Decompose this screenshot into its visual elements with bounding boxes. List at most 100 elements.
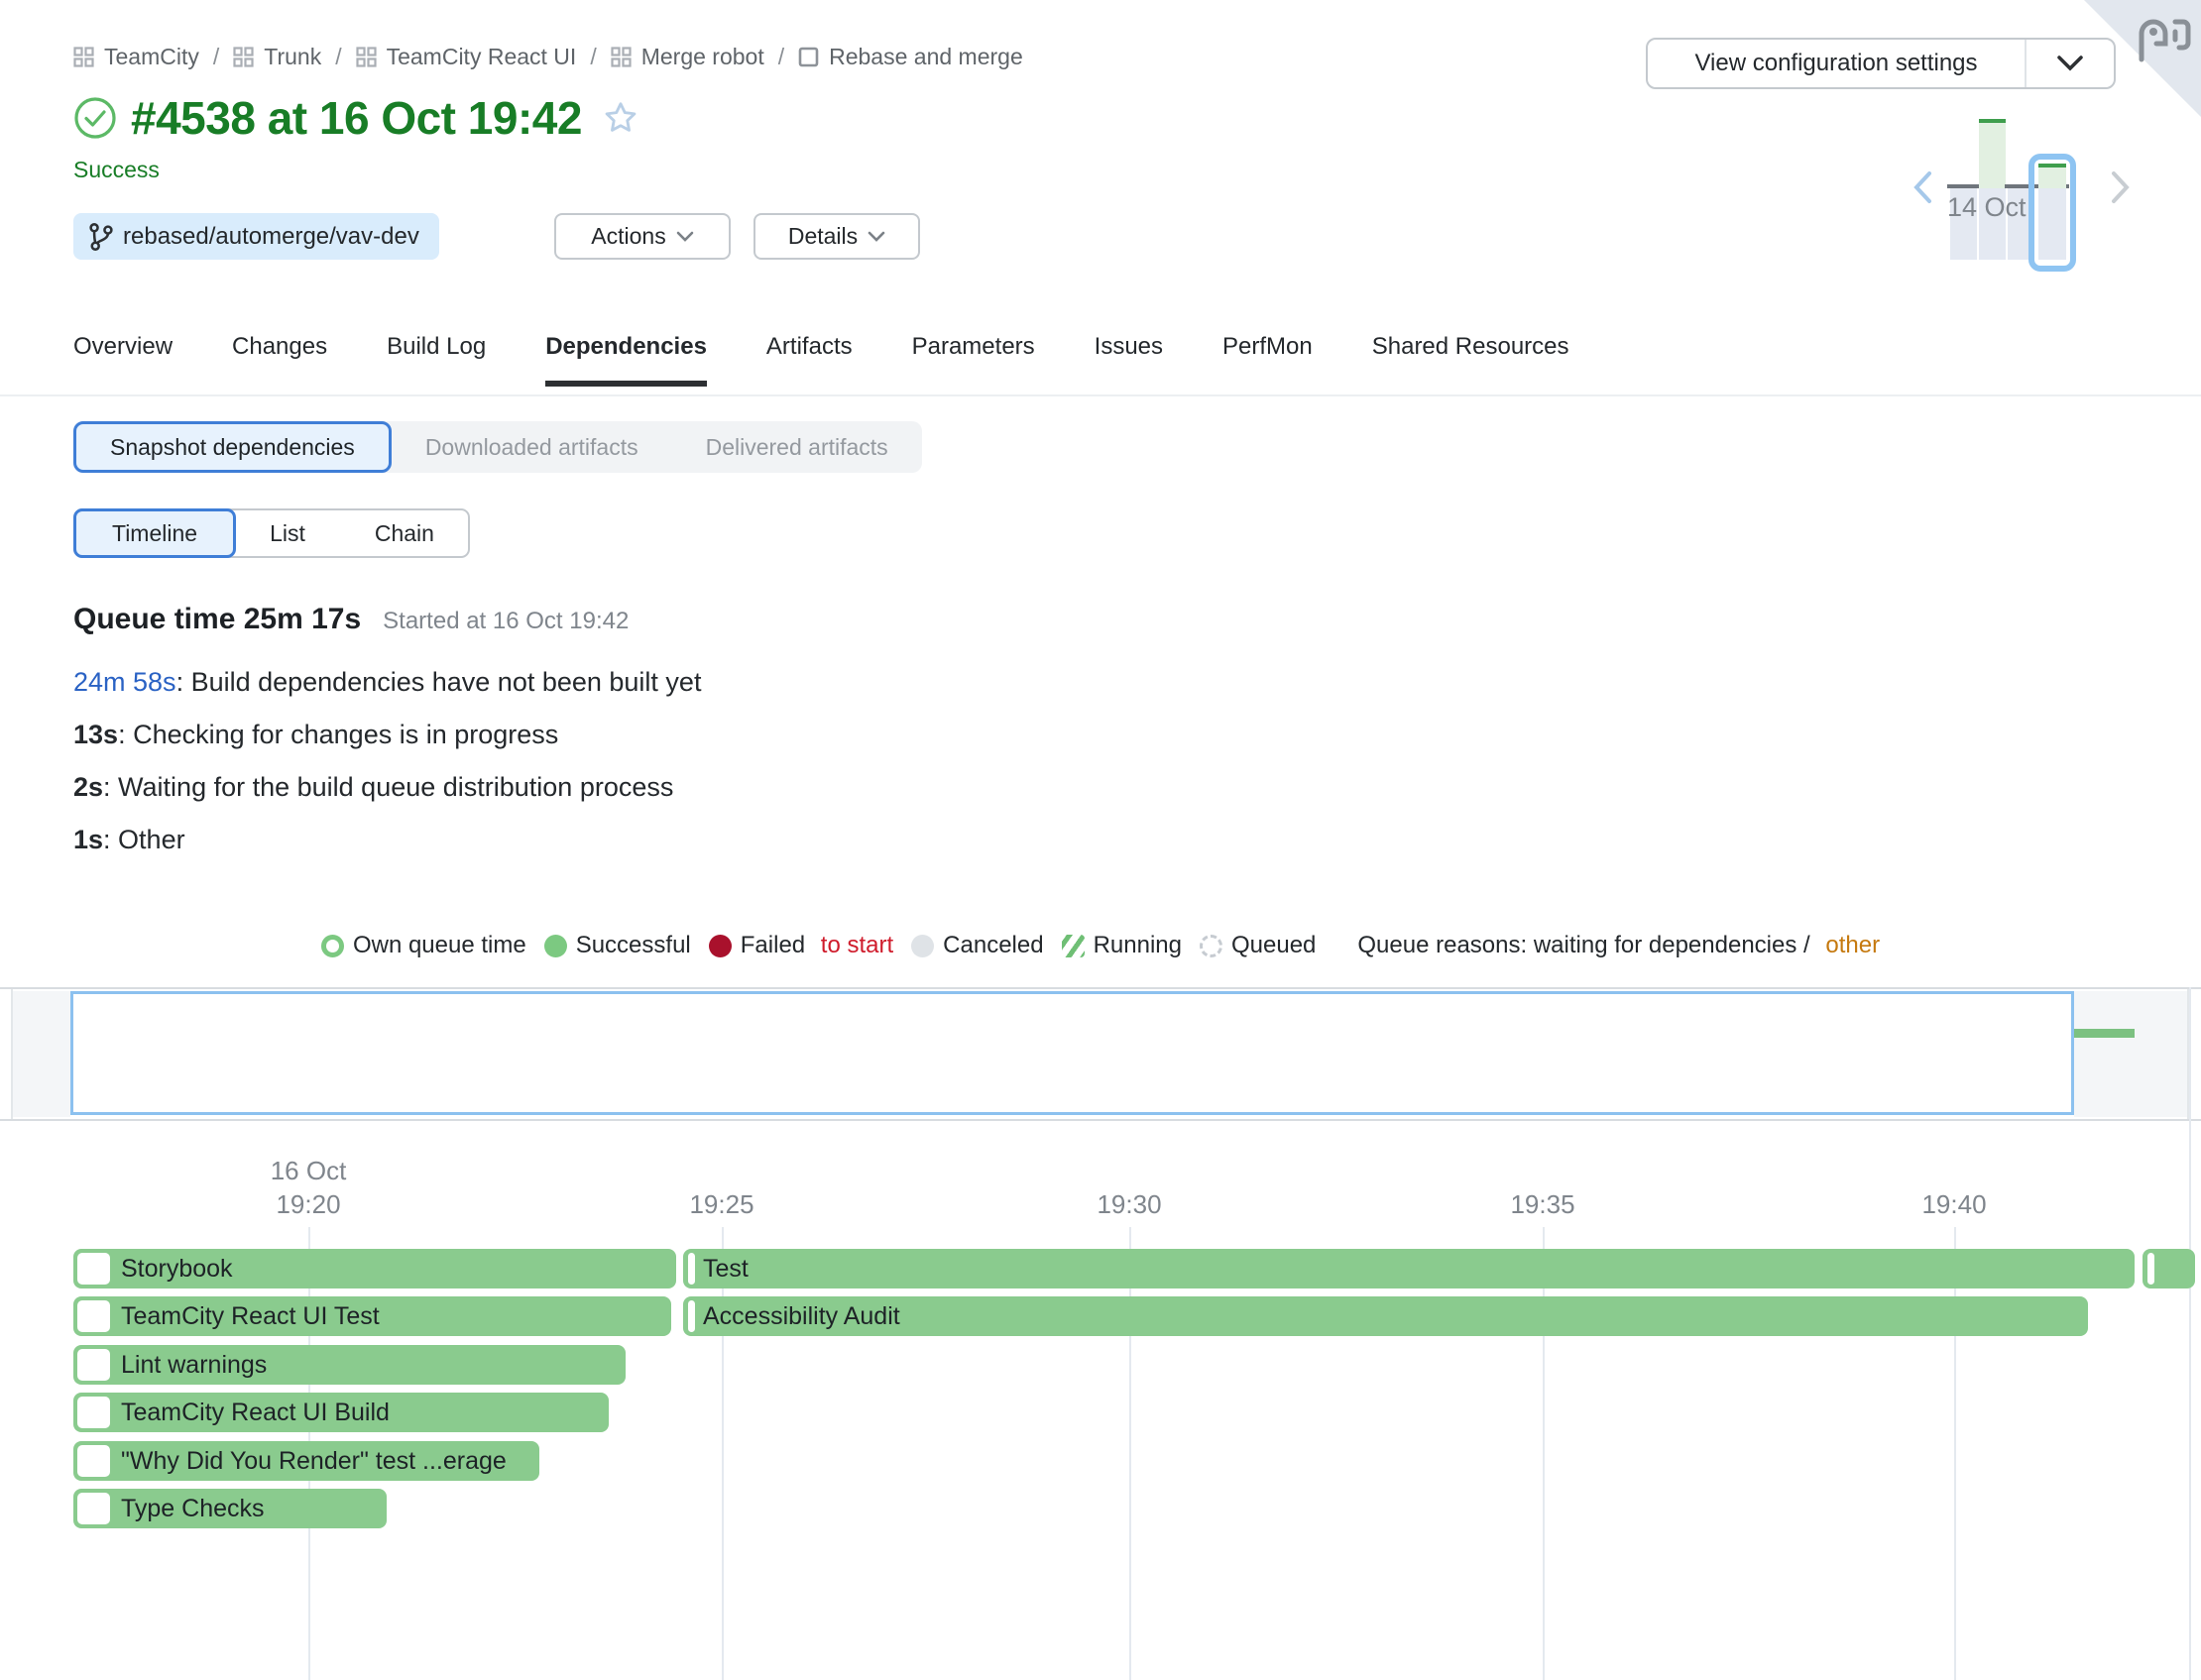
timeline-bar-label: Accessibility Audit [703, 1302, 900, 1330]
tab-issues[interactable]: Issues [1094, 333, 1164, 360]
timeline-bar-storybook[interactable]: Storybook [73, 1249, 676, 1288]
green-marker-icon [543, 934, 567, 957]
overview-outside-right [2074, 991, 2187, 1117]
own-queue-time-handle [77, 1493, 110, 1524]
overview-outside-left [13, 991, 70, 1117]
chevron-down-icon [676, 231, 694, 242]
axis-time-label: 19:35 [1510, 1189, 1575, 1219]
breadcrumb-separator: / [590, 44, 597, 69]
queue-time-heading: Queue time 25m 17s Started at 16 Oct 19:… [73, 603, 629, 636]
chevron-down-icon [868, 231, 885, 242]
queue-reason-text: : Waiting for the build queue distributi… [103, 772, 674, 802]
details-label: Details [787, 223, 859, 249]
queue-started-at: Started at 16 Oct 19:42 [383, 608, 630, 634]
timeline-bar--why-did-you-render-test-erage[interactable]: "Why Did You Render" test ...erage [73, 1441, 539, 1481]
star-favorite-icon[interactable] [602, 99, 639, 137]
view-mode-timeline[interactable]: Timeline [73, 508, 237, 558]
own-queue-time-handle [77, 1397, 110, 1428]
history-prev-chevron-icon[interactable] [1911, 170, 1933, 204]
tabs-divider [0, 394, 2201, 396]
breadcrumb-label: Trunk [264, 44, 322, 69]
details-button[interactable]: Details [753, 213, 920, 260]
timeline-bar-teamcity-react-ui-test[interactable]: TeamCity React UI Test [73, 1296, 671, 1336]
breadcrumb-separator: / [777, 44, 785, 69]
queue-reasons-other: other [1818, 932, 1881, 958]
legend-item-running: Running [1061, 932, 1182, 959]
own-queue-time-handle [77, 1253, 110, 1285]
legend-queue-reasons: Queue reasons: waiting for dependencies … [1357, 932, 1880, 959]
timeline-bar-label: Test [703, 1255, 749, 1283]
legend-label: Queued [1230, 932, 1317, 958]
build-title-row: #4538 at 16 Oct 19:42 [73, 91, 639, 145]
tab-perfmon[interactable]: PerfMon [1222, 333, 1313, 360]
tab-build-log[interactable]: Build Log [387, 333, 487, 360]
tab-shared-resources[interactable]: Shared Resources [1371, 333, 1569, 360]
timeline-bar-lint-warnings[interactable]: Lint warnings [73, 1345, 626, 1385]
project-grid-icon [355, 47, 377, 67]
queue-duration[interactable]: 24m 58s [73, 667, 176, 697]
breadcrumb-item-merge-robot[interactable]: Merge robot [611, 44, 764, 70]
timeline-brush[interactable] [70, 991, 2074, 1115]
history-build-bar-cap [1979, 119, 2006, 123]
timeline-bar-label: TeamCity React UI Test [121, 1302, 380, 1330]
breadcrumb-item-teamcity-react-ui[interactable]: TeamCity React UI [355, 44, 576, 70]
tab-parameters[interactable]: Parameters [911, 333, 1035, 360]
tab-artifacts[interactable]: Artifacts [765, 333, 853, 360]
view-configuration-settings-button[interactable]: View configuration settings [1646, 38, 2116, 89]
gridline-19:25 [722, 1227, 724, 1680]
queue-row-2: 2s: Waiting for the build queue distribu… [73, 761, 701, 814]
view-configuration-chevron-button[interactable] [2027, 40, 2114, 87]
history-column-3[interactable] [2038, 188, 2066, 260]
dep-tab-delivered-artifacts[interactable]: Delivered artifacts [705, 433, 888, 460]
history-build-bar [1979, 123, 2006, 188]
timeline-bar-test[interactable]: Test [683, 1249, 2135, 1288]
timeline-bar-clipped[interactable] [2143, 1249, 2195, 1288]
history-column-1[interactable] [1979, 188, 2006, 260]
project-grid-icon [233, 47, 254, 67]
history-next-chevron-icon[interactable] [2110, 170, 2132, 204]
queue-reasons-prefix: Queue reasons: waiting for dependencies … [1357, 932, 1810, 958]
build-number-title: #4538 at 16 Oct 19:42 [131, 92, 582, 144]
tab-changes[interactable]: Changes [232, 333, 328, 360]
legend-label-red: to start [814, 932, 894, 958]
dep-tab-snapshot-dependencies[interactable]: Snapshot dependencies [73, 421, 392, 473]
history-column-0[interactable] [1950, 188, 1977, 260]
legend-label: Successful [575, 932, 691, 958]
queue-reason-text: : Checking for changes is in progress [118, 720, 559, 749]
actions-button[interactable]: Actions [554, 213, 731, 260]
breadcrumb-item-trunk[interactable]: Trunk [233, 44, 321, 70]
queue-time-value: Queue time 25m 17s [73, 603, 362, 635]
legend-item-failed: Failed to start [708, 932, 894, 959]
timeline-bar-label: Storybook [121, 1255, 233, 1283]
queue-row-3: 1s: Other [73, 814, 701, 866]
timeline-overview-strip [0, 987, 2201, 1121]
view-configuration-settings-label[interactable]: View configuration settings [1648, 40, 2027, 87]
overview-left-boundary [11, 989, 13, 1119]
axis-time-label: 19:25 [689, 1189, 754, 1219]
axis-time-label: 19:30 [1097, 1189, 1162, 1219]
breadcrumb-item-teamcity[interactable]: TeamCity [73, 44, 199, 70]
own-queue-time-handle [77, 1300, 110, 1332]
legend-label: Own queue time [352, 932, 526, 958]
breadcrumb-label: Merge robot [640, 44, 764, 69]
legend-item-queued: Queued [1199, 932, 1317, 959]
elephant-mascot-icon[interactable] [2132, 8, 2193, 65]
success-check-icon [73, 96, 117, 140]
view-mode-chain[interactable]: Chain [374, 519, 434, 546]
view-mode-list[interactable]: List [270, 519, 305, 546]
own-queue-time-handle [688, 1300, 695, 1332]
build-status-text: Success [73, 157, 160, 182]
queue-reason-text: : Other [103, 825, 185, 854]
timeline-bar-accessibility-audit[interactable]: Accessibility Audit [683, 1296, 2088, 1336]
breadcrumb-item-rebase-and-merge[interactable]: Rebase and merge [798, 44, 1023, 70]
timeline-bar-type-checks[interactable]: Type Checks [73, 1489, 387, 1528]
branch-chip[interactable]: rebased/automerge/vav-dev [73, 213, 439, 260]
timeline-bar-label: Lint warnings [121, 1351, 268, 1379]
dep-tab-downloaded-artifacts[interactable]: Downloaded artifacts [424, 433, 638, 460]
tab-overview[interactable]: Overview [73, 333, 174, 360]
tab-dependencies[interactable]: Dependencies [545, 333, 707, 387]
git-branch-icon [89, 222, 113, 251]
gridline-19:40 [1954, 1227, 1956, 1680]
timeline-bar-teamcity-react-ui-build[interactable]: TeamCity React UI Build [73, 1393, 609, 1432]
